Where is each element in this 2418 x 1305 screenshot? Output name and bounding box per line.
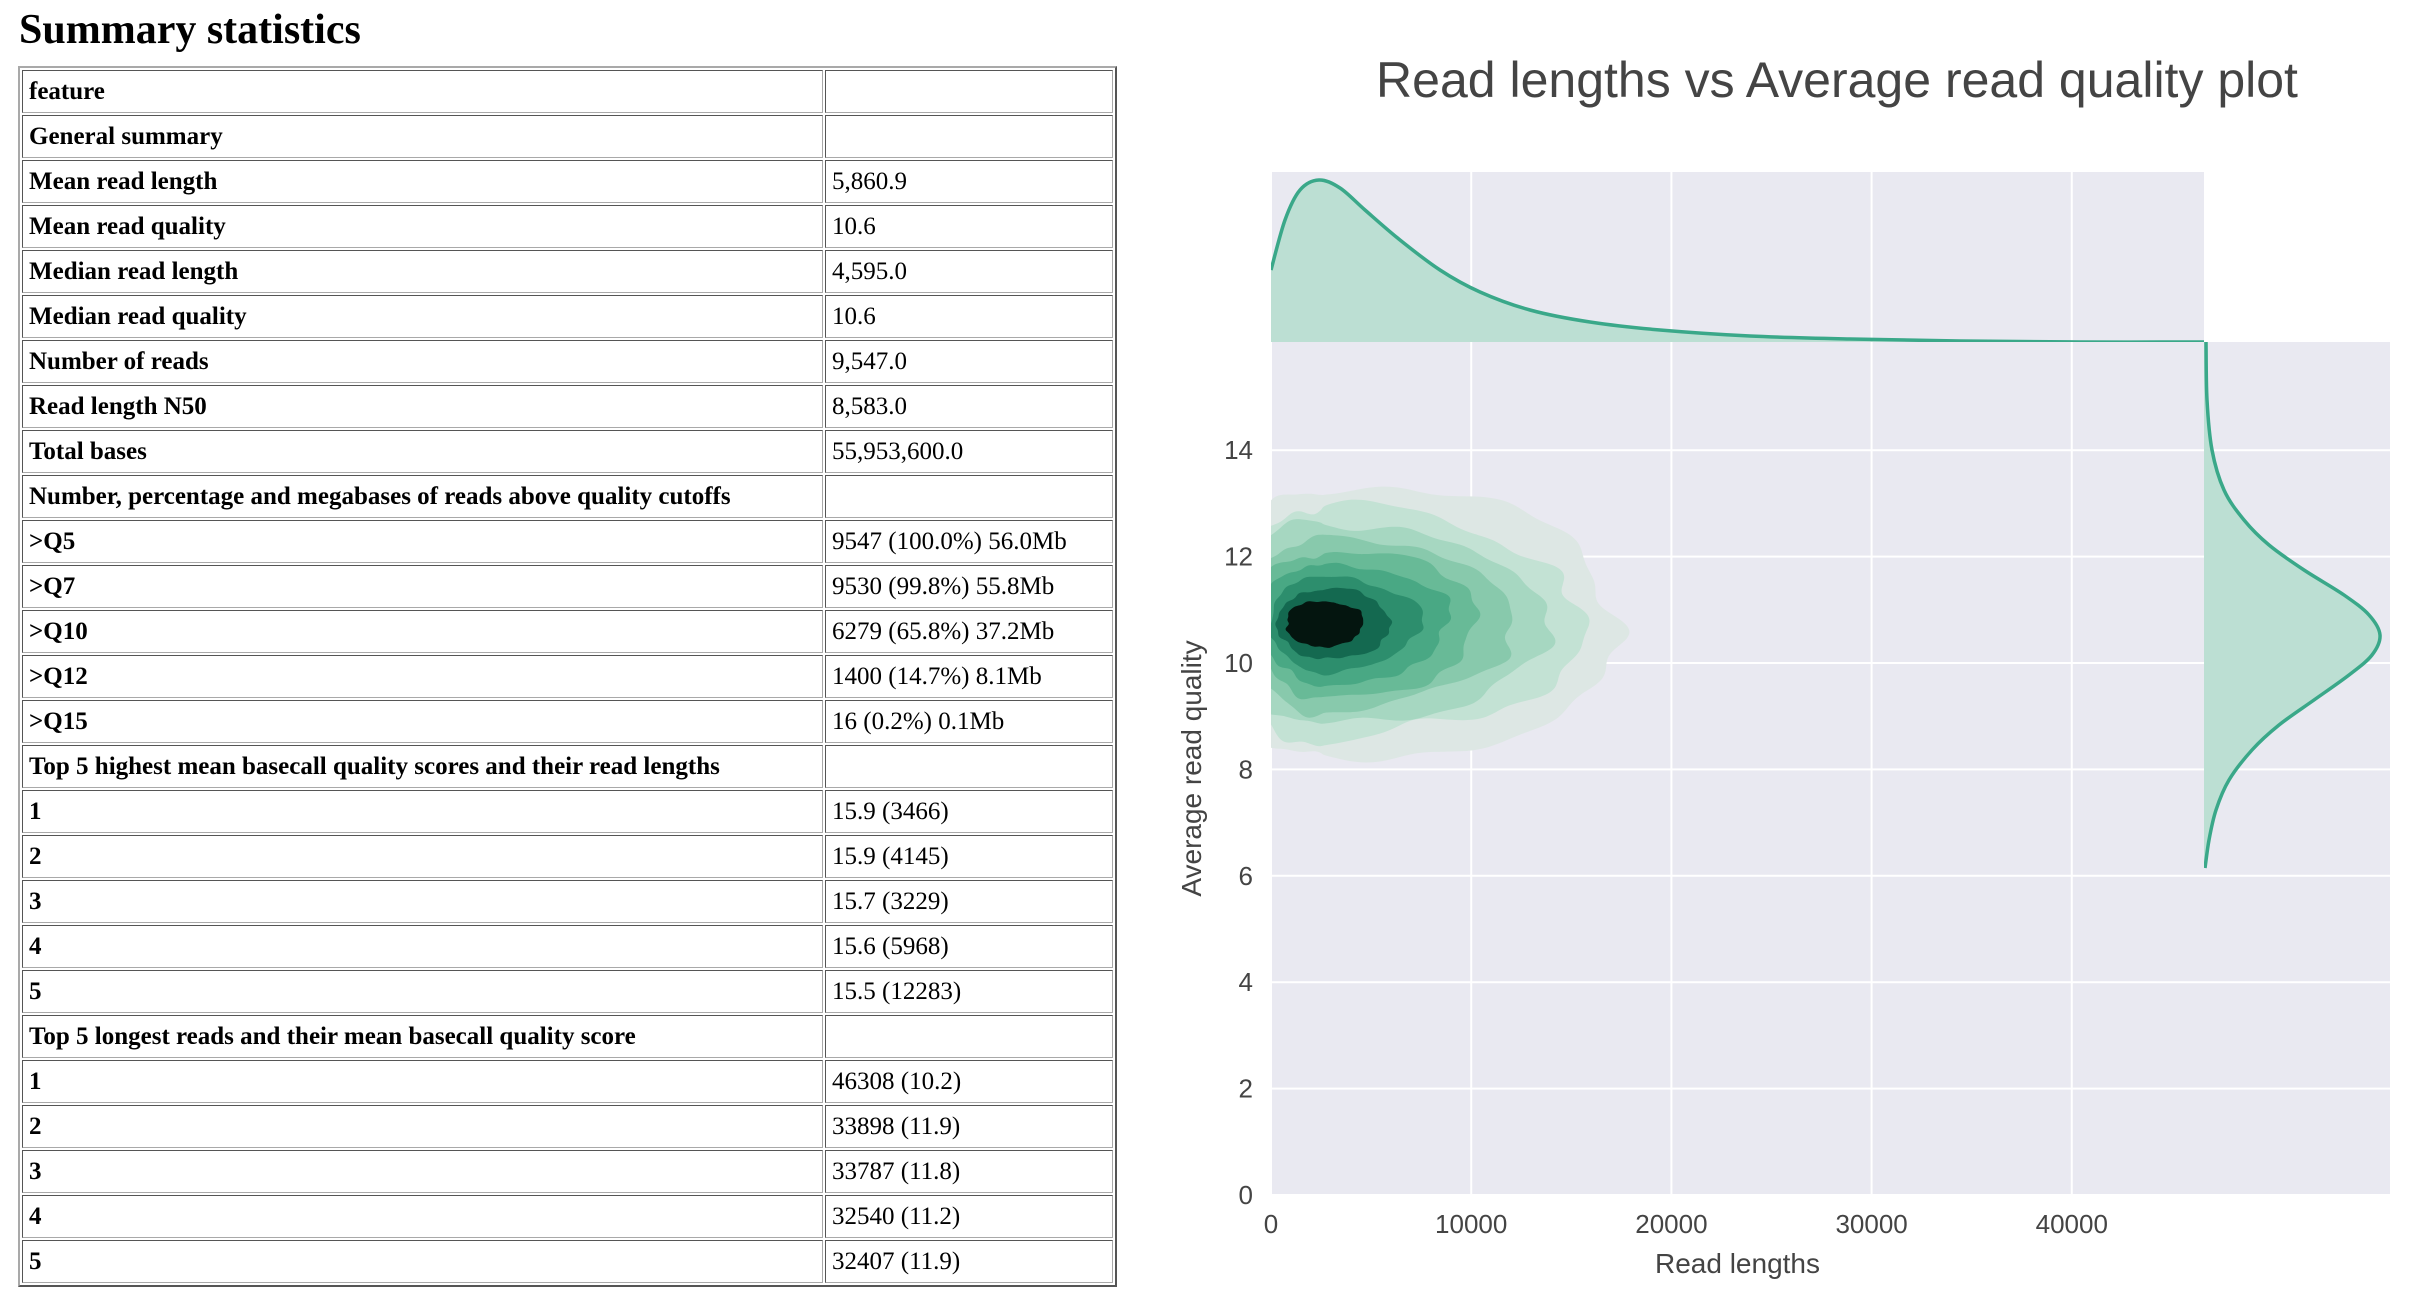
svg-text:2: 2 xyxy=(1239,1074,1253,1104)
svg-text:10: 10 xyxy=(1224,648,1253,678)
svg-text:Average read quality: Average read quality xyxy=(1176,640,1207,896)
svg-text:30000: 30000 xyxy=(1835,1209,1907,1239)
svg-text:0: 0 xyxy=(1264,1209,1278,1239)
svg-text:20000: 20000 xyxy=(1635,1209,1707,1239)
svg-text:8: 8 xyxy=(1239,754,1253,784)
svg-text:12: 12 xyxy=(1224,542,1253,572)
svg-text:10000: 10000 xyxy=(1435,1209,1507,1239)
svg-text:Read lengths vs Average read q: Read lengths vs Average read quality plo… xyxy=(1376,52,2298,108)
svg-text:0: 0 xyxy=(1239,1180,1253,1210)
svg-text:14: 14 xyxy=(1224,435,1253,465)
svg-text:Read lengths: Read lengths xyxy=(1655,1248,1820,1279)
svg-text:4: 4 xyxy=(1239,967,1253,997)
svg-text:6: 6 xyxy=(1239,861,1253,891)
svg-text:40000: 40000 xyxy=(2036,1209,2108,1239)
